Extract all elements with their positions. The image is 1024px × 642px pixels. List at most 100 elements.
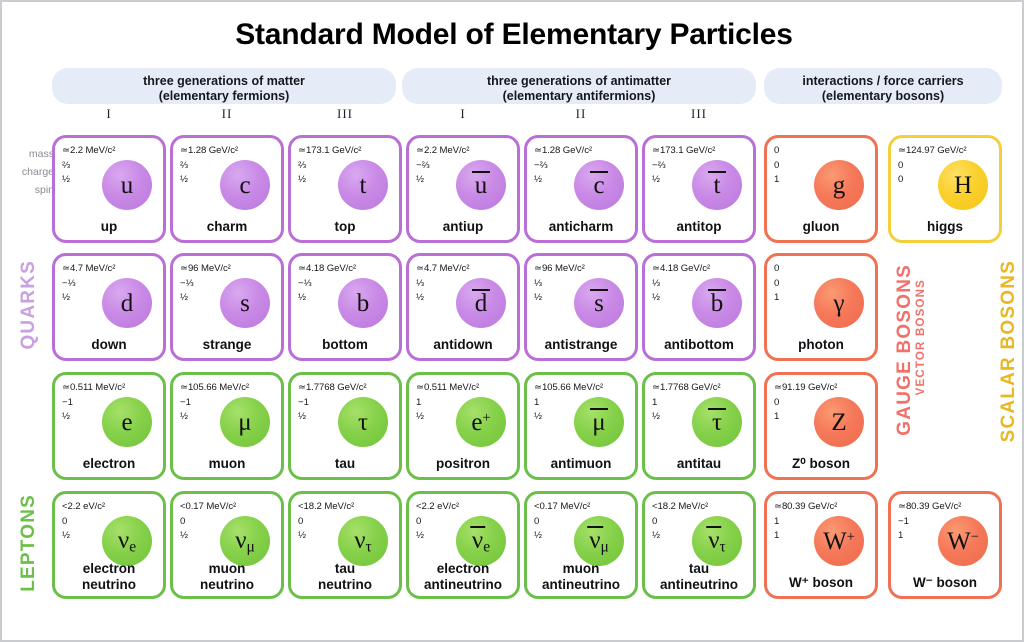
particle-symbol: μ [238, 408, 252, 436]
particle-cell-muon-antineutrino[interactable]: <0.17 MeV/c² 0 ½ νμ muon antineutrino [524, 491, 638, 599]
particle-symbol-orb: t [692, 160, 742, 210]
particle-spin: ½ [652, 530, 661, 541]
particle-name: muon neutrino [200, 561, 254, 592]
particle-name: electron antineutrino [424, 561, 502, 592]
particle-cell-photon[interactable]: 0 0 1 γ photon [764, 253, 878, 361]
particle-symbol: H [953, 171, 973, 199]
particle-cell-w-minus-boson[interactable]: ≃80.39 GeV/c² −1 1 W− W⁻ boson [888, 491, 1002, 599]
particle-mass: ≃96 MeV/c² [534, 263, 585, 274]
particle-spin: ½ [298, 411, 307, 422]
particle-symbol-orb: u [456, 160, 506, 210]
particle-cell-electron-neutrino[interactable]: <2.2 eV/c² 0 ½ νe electron neutrino [52, 491, 166, 599]
particle-cell-antibottom[interactable]: ≃4.18 GeV/c² ⅓ ½ b antibottom [642, 253, 756, 361]
particle-symbol-orb: c [220, 160, 270, 210]
particle-symbol-orb: μ [220, 397, 270, 447]
particle-cell-antistrange[interactable]: ≃96 MeV/c² ⅓ ½ s antistrange [524, 253, 638, 361]
banner-antimatter-line1: three generations of antimatter [486, 74, 672, 88]
particle-cell-top[interactable]: ≃173.1 GeV/c² ⅔ ½ t top [288, 135, 402, 243]
particle-cell-down[interactable]: ≃4.7 MeV/c² −⅓ ½ d down [52, 253, 166, 361]
antiparticle-overbar [472, 170, 490, 173]
particle-properties: <0.17 MeV/c² 0 ½ [180, 500, 236, 544]
particle-symbol-orb: c [574, 160, 624, 210]
particle-cell-electron-antineutrino[interactable]: <2.2 eV/c² 0 ½ νe electron antineutrino [406, 491, 520, 599]
particle-cell-antitop[interactable]: ≃173.1 GeV/c² −⅔ ½ t antitop [642, 135, 756, 243]
particle-symbol: d [120, 289, 134, 317]
particle-mass: <18.2 MeV/c² [298, 501, 355, 512]
particle-cell-gluon[interactable]: 0 0 1 g gluon [764, 135, 878, 243]
particle-symbol: ντ [354, 526, 372, 555]
particle-cell-muon[interactable]: ≃105.66 MeV/c² −1 ½ μ muon [170, 372, 284, 480]
particle-cell-w-plus-boson[interactable]: ≃80.39 GeV/c² 1 1 W+ W⁺ boson [764, 491, 878, 599]
particle-spin: 1 [774, 174, 780, 185]
particle-properties: ≃173.1 GeV/c² ⅔ ½ [298, 144, 361, 188]
banner-antimatter-line2: (elementary antifermions) [502, 89, 656, 103]
particle-spin: ½ [180, 174, 189, 185]
particle-cell-charm[interactable]: ≃1.28 GeV/c² ⅔ ½ c charm [170, 135, 284, 243]
antiparticle-overbar [587, 525, 604, 528]
particle-mass: ≃91.19 GeV/c² [774, 382, 838, 393]
particle-mass: ≃80.39 GeV/c² [898, 501, 962, 512]
particle-mass: <18.2 MeV/c² [652, 501, 709, 512]
particle-mass: <2.2 eV/c² [62, 501, 105, 512]
particle-symbol-orb: νμ [574, 516, 624, 566]
particle-symbol: Z [831, 408, 847, 436]
side-label-scalar-bosons: SCALAR BOSONS [998, 260, 1019, 443]
particle-mass: ≃105.66 MeV/c² [534, 382, 604, 393]
particle-spin: ½ [62, 292, 71, 303]
particle-charge: 1 [774, 515, 780, 527]
particle-cell-electron[interactable]: ≃0.511 MeV/c² −1 ½ e electron [52, 372, 166, 480]
particle-charge: −⅓ [180, 277, 194, 289]
particle-charge: ⅓ [416, 277, 425, 289]
particle-symbol: t [359, 171, 367, 199]
particle-mass: 0 [774, 263, 780, 274]
particle-cell-muon-neutrino[interactable]: <0.17 MeV/c² 0 ½ νμ muon neutrino [170, 491, 284, 599]
antiparticle-overbar [589, 170, 608, 173]
particle-properties: ≃1.28 GeV/c² −⅔ ½ [534, 144, 592, 188]
particle-properties: ≃91.19 GeV/c² 0 1 [774, 381, 837, 425]
particle-cell-antimuon[interactable]: ≃105.66 MeV/c² 1 ½ μ antimuon [524, 372, 638, 480]
particle-charge: 0 [416, 515, 422, 527]
particle-name: photon [798, 336, 844, 352]
particle-cell-up[interactable]: ≃2.2 MeV/c² ⅔ ½ u up [52, 135, 166, 243]
particle-spin: ½ [416, 530, 425, 541]
particle-properties: <2.2 eV/c² 0 ½ [416, 500, 459, 544]
particle-cell-strange[interactable]: ≃96 MeV/c² −⅓ ½ s strange [170, 253, 284, 361]
particle-cell-antidown[interactable]: ≃4.7 MeV/c² ⅓ ½ d antidown [406, 253, 520, 361]
particle-cell-tau-neutrino[interactable]: <18.2 MeV/c² 0 ½ ντ tau neutrino [288, 491, 402, 599]
particle-charge: −1 [62, 396, 73, 408]
particle-name: gluon [802, 218, 840, 234]
particle-symbol-orb: W− [938, 516, 988, 566]
particle-mass: ≃80.39 GeV/c² [774, 501, 838, 512]
particle-spin: ½ [416, 411, 425, 422]
particle-cell-tau-antineutrino[interactable]: <18.2 MeV/c² 0 ½ ντ tau antineutrino [642, 491, 756, 599]
particle-spin: ½ [534, 530, 543, 541]
particle-cell-anticharm[interactable]: ≃1.28 GeV/c² −⅔ ½ c anticharm [524, 135, 638, 243]
particle-symbol-orb: ντ [338, 516, 388, 566]
particle-cell-positron[interactable]: ≃0.511 MeV/c² 1 ½ e+ positron [406, 372, 520, 480]
particle-symbol: W+ [823, 527, 855, 555]
particle-mass: ≃173.1 GeV/c² [298, 145, 362, 156]
property-labels: mass charge spin [8, 145, 54, 199]
particle-symbol: g [832, 171, 846, 199]
banner-matter-line2: (elementary fermions) [158, 89, 290, 103]
particle-cell-z-boson[interactable]: ≃91.19 GeV/c² 0 1 Z Z⁰ boson [764, 372, 878, 480]
particle-name: electron neutrino [82, 561, 136, 592]
particle-cell-antiup[interactable]: ≃2.2 MeV/c² −⅔ ½ u antiup [406, 135, 520, 243]
particle-symbol-orb: b [692, 278, 742, 328]
particle-spin: ½ [298, 174, 307, 185]
particle-cell-bottom[interactable]: ≃4.18 GeV/c² −⅓ ½ b bottom [288, 253, 402, 361]
particle-symbol-orb: νμ [220, 516, 270, 566]
particle-mass: ≃2.2 MeV/c² [62, 145, 116, 156]
particle-symbol-orb: W+ [814, 516, 864, 566]
particle-cell-antitau[interactable]: ≃1.7768 GeV/c² 1 ½ τ antitau [642, 372, 756, 480]
particle-symbol-orb: b [338, 278, 388, 328]
particle-spin: 1 [774, 530, 780, 541]
particle-mass: ≃1.7768 GeV/c² [298, 382, 367, 393]
particle-properties: ≃96 MeV/c² −⅓ ½ [180, 262, 231, 306]
particle-charge: ⅔ [180, 159, 189, 171]
particle-properties: ≃0.511 MeV/c² 1 ½ [416, 381, 479, 425]
particle-spin: ½ [298, 292, 307, 303]
particle-cell-tau[interactable]: ≃1.7768 GeV/c² −1 ½ τ tau [288, 372, 402, 480]
